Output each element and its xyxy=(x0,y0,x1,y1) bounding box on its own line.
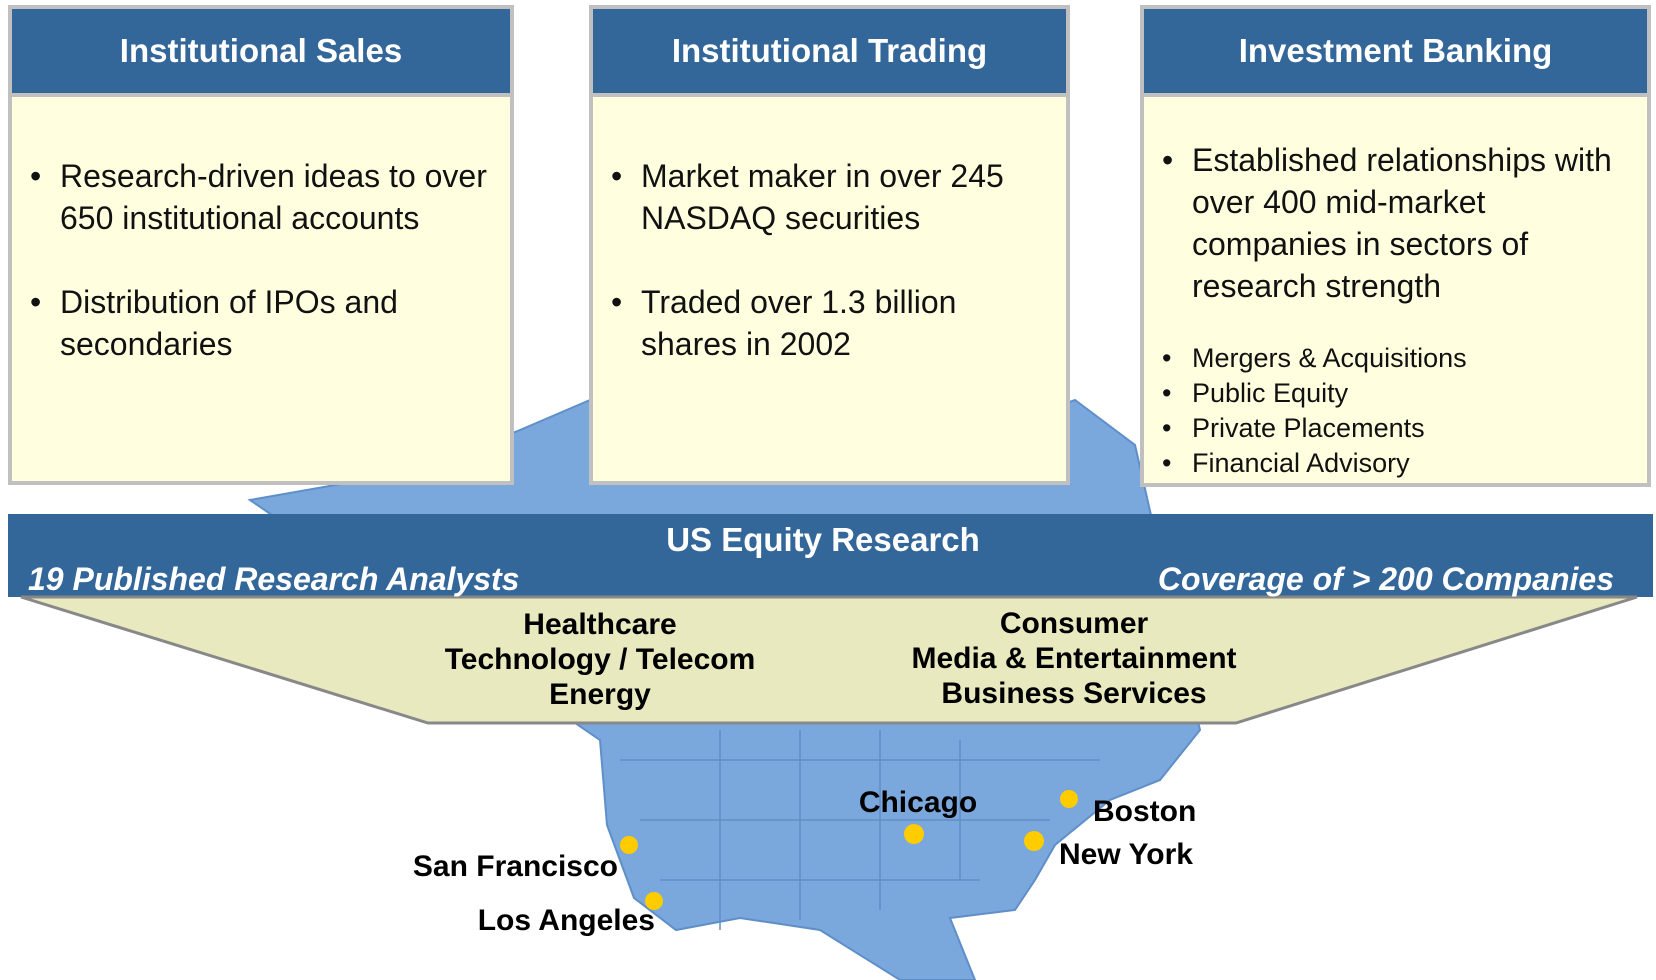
column-title: Institutional Sales xyxy=(12,9,510,97)
bullet: Distribution of IPOs and secondaries xyxy=(30,281,500,365)
sector: Technology / Telecom xyxy=(444,643,756,676)
sub-bullet: Mergers & Acquisitions xyxy=(1162,341,1622,376)
map-borders xyxy=(620,730,1100,930)
city-label: Chicago xyxy=(859,786,977,819)
sector: Consumer xyxy=(999,607,1149,640)
sectors-left: Healthcare Technology / Telecom Energy xyxy=(400,607,800,712)
column-box: Investment Banking Established relations… xyxy=(1140,5,1651,487)
bullet: Market maker in over 245 NASDAQ securiti… xyxy=(611,155,1061,239)
city-dot xyxy=(620,836,638,854)
bullet-list: Research-driven ideas to over 650 instit… xyxy=(12,155,500,365)
column-box: Institutional Trading Market maker in ov… xyxy=(589,5,1070,485)
sub-bullet: Private Placements xyxy=(1162,411,1622,446)
bullet-list: Market maker in over 245 NASDAQ securiti… xyxy=(593,155,1061,365)
city-label: New York xyxy=(1059,838,1193,871)
column-box: Institutional Sales Research-driven idea… xyxy=(8,5,514,485)
bullet: Research-driven ideas to over 650 instit… xyxy=(30,155,500,239)
column-title: Institutional Trading xyxy=(593,9,1066,97)
cities: San Francisco Los Angeles Chicago Boston… xyxy=(413,786,1196,937)
sectors-right: Consumer Media & Entertainment Business … xyxy=(874,606,1274,711)
sector: Energy xyxy=(549,678,651,711)
sector-funnel xyxy=(20,595,1638,725)
city-label: Los Angeles xyxy=(478,904,655,937)
research-right: Coverage of > 200 Companies xyxy=(1158,561,1614,597)
research-bar xyxy=(8,514,1653,597)
sub-bullet: Financial Advisory xyxy=(1162,446,1622,481)
bullet: Established relationships with over 400 … xyxy=(1162,139,1622,307)
research-left: 19 Published Research Analysts xyxy=(28,561,519,597)
city-dot xyxy=(1024,831,1044,851)
sub-bullet: Public Equity xyxy=(1162,376,1622,411)
city-label: Boston xyxy=(1093,795,1196,828)
sector: Media & Entertainment xyxy=(911,642,1237,675)
bullet-list: Established relationships with over 400 … xyxy=(1144,139,1622,481)
city-dot xyxy=(645,892,663,910)
city-dot xyxy=(1060,790,1078,808)
city-label: San Francisco xyxy=(413,850,618,883)
bullet: Traded over 1.3 billion shares in 2002 xyxy=(611,281,1061,365)
column-title: Investment Banking xyxy=(1144,9,1647,97)
sector: Healthcare xyxy=(523,608,677,641)
sector: Business Services xyxy=(941,677,1207,710)
city-dot xyxy=(904,824,924,844)
research-title: US Equity Research xyxy=(666,521,980,558)
